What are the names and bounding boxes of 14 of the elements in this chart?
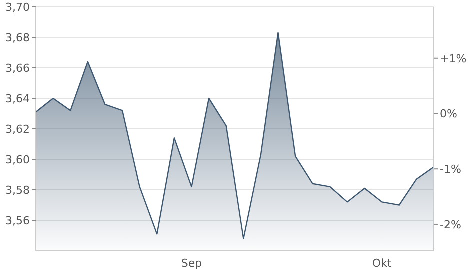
x-tick-label: Sep [181,256,202,269]
y2-tick-label: 0% [440,108,458,121]
y-tick-label: 3,66 [6,62,30,75]
y2-tick-label: +1% [440,52,467,66]
y-tick-label: 3,62 [6,122,30,136]
y2-tick-label: -1% [440,163,462,176]
y-tick-label: 3,60 [6,153,30,166]
y-tick-label: 3,70 [6,0,30,14]
y-tick-label: 3,56 [6,214,30,228]
x-tick-label: Okt [372,256,392,269]
y-tick-label: 3,58 [6,184,30,197]
y2-tick-label: -2% [440,218,462,232]
y-tick-label: 3,68 [6,31,30,44]
y-tick-label: 3,64 [6,92,30,106]
